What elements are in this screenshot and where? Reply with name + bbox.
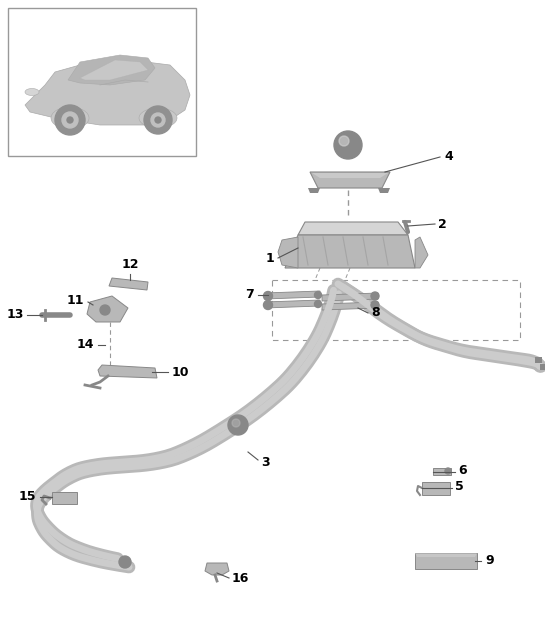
Polygon shape	[109, 278, 148, 290]
Polygon shape	[298, 222, 408, 235]
Ellipse shape	[51, 107, 89, 129]
Circle shape	[445, 468, 451, 474]
Circle shape	[144, 106, 172, 134]
Polygon shape	[285, 235, 415, 268]
Text: 3: 3	[261, 455, 270, 468]
Polygon shape	[80, 60, 148, 80]
Polygon shape	[278, 237, 298, 268]
Circle shape	[119, 556, 131, 568]
Circle shape	[263, 301, 272, 310]
Text: 1: 1	[265, 251, 274, 264]
Polygon shape	[322, 302, 378, 310]
Polygon shape	[308, 188, 320, 193]
Polygon shape	[98, 365, 157, 378]
Polygon shape	[415, 237, 428, 268]
Circle shape	[228, 415, 248, 435]
Circle shape	[151, 113, 165, 127]
Circle shape	[339, 136, 349, 146]
Polygon shape	[25, 60, 190, 125]
Circle shape	[155, 117, 161, 123]
Text: 10: 10	[172, 365, 190, 379]
Circle shape	[100, 305, 110, 315]
Polygon shape	[205, 563, 229, 575]
Polygon shape	[378, 188, 390, 193]
Text: 11: 11	[66, 293, 84, 306]
Polygon shape	[68, 55, 155, 85]
Polygon shape	[265, 300, 320, 308]
Text: 8: 8	[371, 306, 380, 320]
Text: 13: 13	[7, 308, 24, 322]
Circle shape	[314, 291, 322, 298]
Bar	[8, 8, 196, 156]
Polygon shape	[415, 553, 477, 557]
Circle shape	[263, 291, 272, 301]
Text: 6: 6	[458, 465, 467, 477]
Circle shape	[334, 131, 362, 159]
Text: 7: 7	[245, 288, 254, 301]
Text: 9: 9	[485, 553, 494, 566]
Text: 4: 4	[444, 151, 453, 163]
Circle shape	[371, 292, 379, 300]
Text: 12: 12	[121, 258, 139, 271]
Polygon shape	[322, 293, 378, 301]
Polygon shape	[265, 291, 320, 299]
Ellipse shape	[139, 108, 177, 128]
Text: 16: 16	[232, 571, 250, 585]
Polygon shape	[312, 173, 388, 178]
Text: 2: 2	[438, 217, 447, 230]
Circle shape	[371, 301, 379, 309]
Text: 5: 5	[455, 480, 464, 494]
Polygon shape	[535, 357, 542, 363]
Polygon shape	[52, 492, 77, 504]
Text: 14: 14	[76, 338, 94, 352]
Polygon shape	[415, 553, 477, 569]
Polygon shape	[540, 364, 545, 370]
Ellipse shape	[25, 89, 39, 95]
Polygon shape	[433, 468, 451, 475]
Circle shape	[55, 105, 85, 135]
Text: 15: 15	[19, 489, 36, 502]
Circle shape	[232, 419, 240, 427]
Circle shape	[314, 301, 322, 308]
Circle shape	[62, 112, 78, 128]
Circle shape	[67, 117, 73, 123]
Polygon shape	[87, 296, 128, 322]
Polygon shape	[422, 482, 450, 495]
Polygon shape	[310, 172, 390, 188]
